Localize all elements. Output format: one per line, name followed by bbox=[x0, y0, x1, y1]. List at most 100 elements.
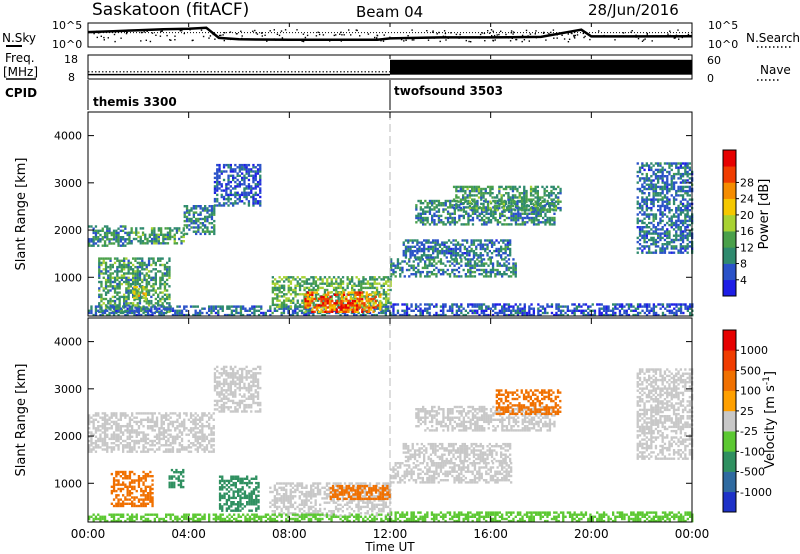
echo-cell bbox=[151, 311, 154, 315]
echo-cell bbox=[303, 295, 306, 298]
echo-cell bbox=[677, 228, 680, 231]
echo-cell bbox=[641, 200, 644, 203]
echo-cell bbox=[504, 239, 507, 242]
echo-cell bbox=[120, 276, 123, 279]
echo-cell bbox=[688, 215, 691, 218]
echo-cell bbox=[636, 196, 639, 199]
echo-cell bbox=[147, 263, 151, 267]
nsky-noise-dot bbox=[174, 39, 176, 41]
echo-cell bbox=[271, 299, 274, 302]
echo-cell bbox=[462, 210, 465, 213]
echo-cell bbox=[422, 208, 425, 211]
nsky-noise-dot bbox=[556, 34, 558, 36]
nsky-noise-dot bbox=[269, 30, 271, 32]
echo-cell bbox=[501, 264, 504, 267]
echo-cell bbox=[118, 276, 121, 279]
echo-cell bbox=[173, 233, 176, 236]
echo-cell bbox=[455, 303, 458, 306]
echo-cell bbox=[188, 228, 191, 231]
echo-cell bbox=[123, 268, 126, 271]
echo-cell bbox=[118, 308, 121, 311]
echo-cell bbox=[457, 270, 461, 274]
echo-cell bbox=[652, 223, 655, 227]
echo-cell bbox=[328, 284, 331, 287]
echo-cell bbox=[160, 233, 163, 236]
echo-cell bbox=[88, 238, 91, 241]
echo-cell bbox=[259, 183, 262, 186]
echo-cell bbox=[477, 187, 481, 191]
echo-cell bbox=[478, 212, 481, 215]
nsky-noise-dot bbox=[583, 31, 585, 33]
colorbar-swatch bbox=[723, 263, 736, 281]
echo-cell bbox=[467, 311, 470, 315]
echo-cell bbox=[543, 189, 546, 193]
echo-cell bbox=[470, 249, 473, 253]
echo-cell bbox=[300, 311, 304, 315]
echo-cell bbox=[407, 247, 410, 251]
echo-cell bbox=[641, 189, 644, 193]
echo-cell bbox=[309, 304, 312, 307]
echo-cell bbox=[447, 249, 451, 253]
echo-cell bbox=[230, 305, 233, 308]
echo-cell bbox=[139, 227, 142, 230]
echo-cell bbox=[438, 243, 442, 246]
echo-cell bbox=[90, 420, 93, 424]
echo-cell bbox=[496, 264, 499, 267]
echo-cell bbox=[455, 199, 459, 203]
echo-cell bbox=[657, 170, 660, 174]
echo-cell bbox=[480, 212, 484, 215]
echo-cell bbox=[672, 238, 676, 242]
echo-cell bbox=[431, 204, 434, 207]
echo-cell bbox=[102, 259, 105, 262]
echo-cell bbox=[94, 229, 98, 232]
echo-cell bbox=[144, 307, 147, 310]
echo-cell bbox=[99, 433, 102, 436]
echo-cell bbox=[324, 304, 327, 307]
echo-cell bbox=[124, 225, 127, 228]
echo-cell bbox=[294, 278, 297, 281]
echo-cell bbox=[149, 309, 152, 312]
echo-cell bbox=[346, 313, 349, 317]
echo-cell bbox=[532, 311, 535, 315]
echo-cell bbox=[394, 303, 397, 306]
echo-cell bbox=[208, 205, 211, 208]
echo-cell bbox=[643, 217, 646, 220]
echo-cell bbox=[409, 247, 412, 251]
echo-cell bbox=[475, 206, 478, 210]
echo-cell bbox=[650, 309, 653, 312]
echo-cell bbox=[419, 221, 422, 224]
echo-cell bbox=[480, 264, 483, 267]
echo-cell bbox=[331, 304, 334, 307]
echo-cell bbox=[663, 194, 667, 197]
echo-cell bbox=[366, 280, 370, 283]
echo-cell bbox=[686, 194, 689, 197]
echo-cell bbox=[444, 264, 447, 267]
echo-cell bbox=[636, 307, 640, 310]
echo-cell bbox=[392, 273, 395, 276]
echo-cell bbox=[557, 305, 560, 308]
echo-cell bbox=[241, 178, 244, 182]
echo-cell bbox=[666, 181, 669, 184]
echo-cell bbox=[260, 305, 263, 308]
echo-cell bbox=[396, 262, 400, 265]
echo-cell bbox=[102, 287, 105, 290]
echo-cell bbox=[280, 307, 283, 310]
echo-cell bbox=[337, 306, 341, 309]
echo-cell bbox=[623, 305, 626, 308]
echo-cell bbox=[101, 431, 104, 434]
nsky-noise-dot bbox=[273, 38, 275, 40]
nsky-noise-dot bbox=[635, 34, 637, 36]
echo-cell bbox=[314, 276, 318, 279]
echo-cell bbox=[668, 223, 671, 227]
echo-cell bbox=[526, 216, 529, 220]
echo-cell bbox=[652, 183, 655, 186]
echo-cell bbox=[101, 313, 104, 317]
echo-cell bbox=[675, 194, 678, 197]
echo-cell bbox=[550, 198, 553, 201]
echo-cell bbox=[102, 289, 105, 292]
echo-cell bbox=[340, 302, 343, 305]
nsky-noise-dot bbox=[361, 38, 364, 41]
echo-cell bbox=[190, 209, 193, 212]
echo-cell bbox=[689, 307, 692, 310]
echo-cell bbox=[380, 293, 383, 296]
